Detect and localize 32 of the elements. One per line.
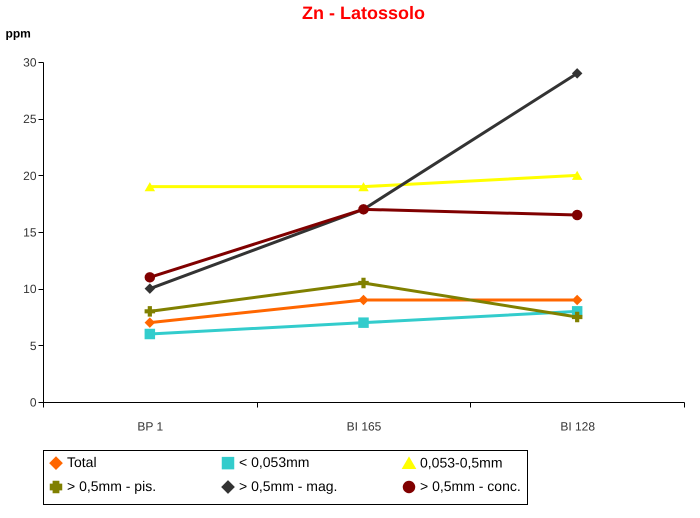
y-axis-title: ppm [6, 26, 31, 40]
point [358, 278, 369, 288]
point [358, 182, 369, 192]
point [144, 317, 156, 328]
y-tick-label: 15 [23, 226, 37, 240]
point [144, 283, 156, 294]
point [358, 317, 369, 328]
chart-title: Zn - Latossolo [302, 3, 425, 23]
legend-label: > 0,5mm - conc. [420, 478, 521, 494]
y-tick-label: 0 [30, 396, 37, 410]
point [144, 306, 156, 317]
point [144, 182, 156, 192]
y-tick-label: 30 [23, 56, 37, 70]
point [358, 294, 369, 306]
point [144, 272, 156, 283]
legend-label: 0,053-0,5mm [420, 454, 502, 470]
x-tick-label: BI 165 [346, 420, 382, 434]
y-tick-label: 25 [23, 112, 37, 126]
legend-label: < 0,053mm [239, 454, 310, 470]
y-tick-label: 20 [23, 168, 37, 183]
legend-label: > 0,5mm - pis. [67, 478, 156, 494]
point [572, 210, 582, 220]
legend-label: Total [67, 454, 97, 470]
y-tick-label: 5 [30, 338, 37, 353]
point [572, 312, 582, 322]
x-tick-label: BP 1 [137, 420, 164, 434]
x-tick-label: BI 128 [560, 420, 596, 434]
y-tick-label: 10 [23, 282, 37, 296]
legend-label: > 0,5mm - mag. [239, 478, 338, 494]
point [144, 328, 156, 340]
point [572, 68, 582, 79]
point [572, 170, 582, 180]
